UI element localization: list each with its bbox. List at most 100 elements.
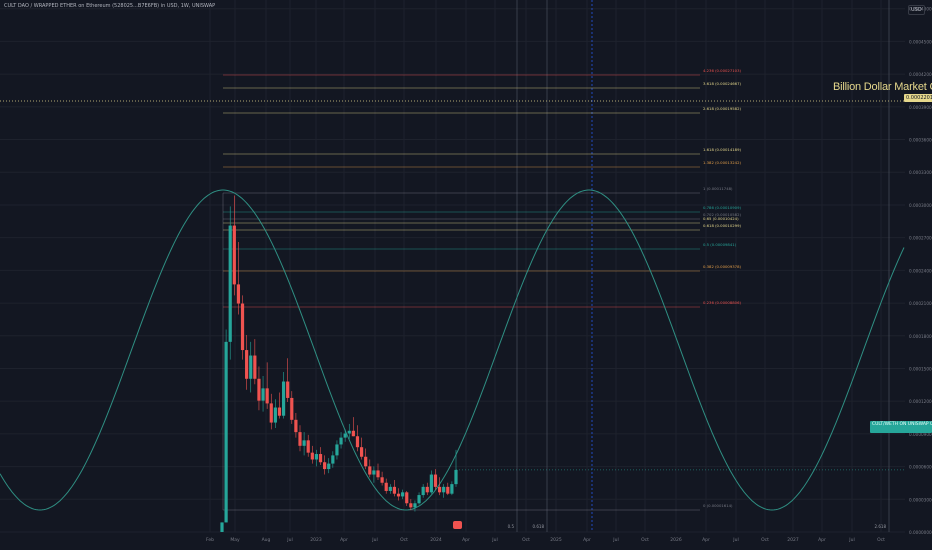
- fib-level-label: 3.618 (0.00024667): [703, 81, 742, 86]
- candle-body: [302, 440, 306, 446]
- price-tick-label: 0.00024000: [909, 268, 932, 273]
- fib-level-label: 0 (0.00001614): [703, 503, 733, 508]
- candle-body: [405, 492, 409, 504]
- last-price-tag: CULT/WETH ON UNISWAP 0.00004539: [870, 421, 932, 433]
- fib-level-label: 0.382 (0.00009378): [703, 264, 742, 269]
- candle-body: [224, 341, 228, 523]
- candle-body: [273, 407, 277, 423]
- time-tick-label: 2027: [787, 537, 799, 543]
- price-tick-label: 0.00030000: [909, 203, 932, 208]
- fib-level-label: 2.618 (0.00019582): [703, 106, 742, 111]
- candle-body: [310, 452, 314, 460]
- time-tick-label: Jul: [491, 537, 497, 543]
- candle-body: [240, 303, 245, 351]
- candle-body: [269, 403, 273, 423]
- time-tick-label: Oct: [761, 537, 769, 543]
- time-tick-label: Apr: [818, 537, 826, 543]
- time-tick-label: Apr: [340, 537, 348, 543]
- time-tick-label: Jul: [371, 537, 377, 543]
- candle-body: [261, 388, 265, 401]
- candle-body: [236, 284, 241, 304]
- candle-body: [343, 433, 347, 438]
- time-axis: Feb May Aug Jul 2023 Apr Jul Oct 2024 Apr Jul Oct 20…: [0, 521, 905, 550]
- time-tick-label: Apr: [583, 537, 591, 543]
- candle-body: [277, 407, 282, 416]
- candle-body: [257, 378, 261, 401]
- time-tick-label: 2024: [430, 537, 442, 543]
- candle-body: [351, 430, 355, 437]
- candle-body: [384, 482, 388, 491]
- candle-body: [228, 225, 232, 342]
- time-tick-label: 2023: [310, 537, 322, 543]
- time-tick-label: Oct: [641, 537, 649, 543]
- time-tick-label: 2025: [550, 537, 562, 543]
- time-marker-label: 0.618: [533, 524, 545, 529]
- fibonacci-levels: 4.236 (0.00027103) 3.618 (0.00024667) 2.61…: [222, 68, 742, 511]
- symbol-header: CULT DAO / WRAPPED ETHER on Ethereum (52…: [4, 3, 216, 9]
- candle-body: [364, 456, 368, 467]
- candle-body: [253, 355, 257, 379]
- market-cap-label: Billion Dollar Market Cap: [833, 81, 932, 93]
- time-tick-label: Oct: [400, 537, 408, 543]
- candle-body: [331, 455, 335, 464]
- candle-body: [286, 381, 290, 398]
- grid: [0, 0, 905, 533]
- candle-body: [442, 486, 446, 493]
- candle-body: [327, 463, 331, 470]
- candle-body: [318, 454, 323, 463]
- time-tick-label: Jul: [286, 537, 292, 543]
- price-tick-label: 0.00000000: [909, 530, 932, 535]
- candle-body: [359, 447, 364, 457]
- candle-body: [376, 470, 380, 478]
- cycle-wave: [0, 189, 905, 511]
- price-tick-label: 0.00033000: [909, 170, 932, 175]
- price-tick-label: 0.00012000: [909, 399, 932, 404]
- time-tick-label: Jul: [732, 537, 738, 543]
- candle-body: [265, 388, 269, 404]
- time-marker-label: 0.5: [508, 524, 515, 529]
- fib-level-label: 0.702 (0.00010582): [703, 212, 742, 217]
- price-tick-label: 0.00003000: [909, 497, 932, 502]
- candle-body: [347, 430, 351, 434]
- price-tick-label: 0.00048000: [909, 7, 932, 12]
- price-tick-label: 0.00027000: [909, 236, 932, 241]
- time-tick-label: Oct: [522, 537, 530, 543]
- fib-level-label: 4.236 (0.00027103): [703, 68, 742, 73]
- fib-level-label: 1.382 (0.00013242): [703, 160, 742, 165]
- candle-body: [380, 477, 384, 483]
- candle-body: [437, 486, 442, 493]
- candle-body: [306, 440, 310, 453]
- price-tick-label: 0.00006000: [909, 465, 932, 470]
- time-tick-label: Feb: [206, 537, 214, 543]
- candle-body: [392, 486, 397, 494]
- time-tick-label: Apr: [462, 537, 470, 543]
- candle-body: [249, 355, 253, 379]
- event-marker-icon: [453, 521, 462, 529]
- time-axis-bg: [0, 534, 905, 550]
- candle-body: [417, 495, 421, 504]
- market-cap-price-tag: 0.00022019: [904, 94, 932, 102]
- candle-body: [450, 484, 454, 494]
- time-tick-label: Aug: [262, 537, 271, 543]
- price-axis: 0.00048000 0.00045000 0.00042000 0.00039000…: [905, 0, 932, 550]
- price-tick-label: 0.00021000: [909, 301, 932, 306]
- price-tick-label: 0.00036000: [909, 138, 932, 143]
- candle-body: [298, 432, 302, 446]
- fib-level-label: 0.236 (0.00008806): [703, 300, 742, 305]
- candle-body: [281, 381, 286, 416]
- time-tick-label: Jul: [612, 537, 618, 543]
- fib-level-label: 1.618 (0.00014189): [703, 147, 742, 152]
- time-tick-label: Apr: [702, 537, 710, 543]
- price-tick-label: 0.00015000: [909, 366, 932, 371]
- currency-unit[interactable]: USD: [908, 5, 925, 15]
- candle-body: [421, 486, 425, 496]
- cycle-wave-line: [0, 189, 905, 511]
- candle-body: [368, 466, 372, 475]
- price-tick-label: 0.00045000: [909, 39, 932, 44]
- candle-body: [388, 486, 392, 491]
- time-tick-label: 2026: [670, 537, 682, 543]
- candle-body: [245, 350, 249, 379]
- candle-body: [425, 486, 429, 493]
- candle-body: [433, 474, 438, 487]
